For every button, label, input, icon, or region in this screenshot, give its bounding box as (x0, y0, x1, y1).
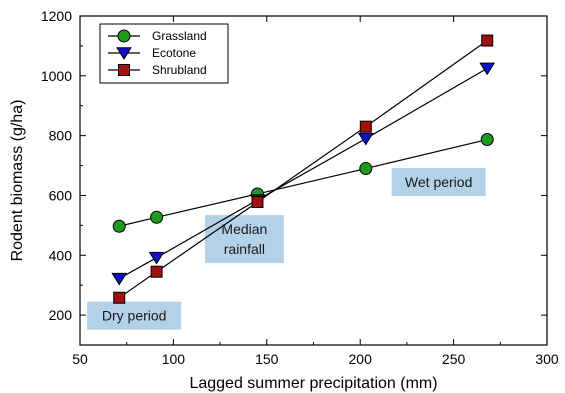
x-axis-title: Lagged summer precipitation (mm) (189, 375, 437, 392)
legend: Grassland Ecotone Shrubland (99, 23, 229, 84)
legend-marker (118, 64, 130, 76)
data-point (480, 133, 494, 147)
data-point (150, 265, 163, 278)
data-point (359, 120, 372, 133)
y-tick-label: 800 (49, 128, 73, 144)
series-shrubland (113, 34, 494, 304)
y-axis-title: Rodent biomass (g/ha) (9, 100, 26, 262)
data-point (251, 196, 264, 209)
annotation-label: Median (221, 221, 267, 237)
data-series (111, 34, 496, 304)
x-tick-label: 150 (255, 351, 279, 367)
data-point (479, 62, 496, 76)
y-tick-label: 600 (49, 187, 73, 203)
x-tick-label: 250 (442, 351, 466, 367)
data-point (359, 162, 373, 176)
data-point (112, 219, 126, 233)
data-point (113, 291, 126, 304)
annotation-box (87, 301, 182, 330)
y-tick-label: 400 (49, 247, 73, 263)
annotation-label: Dry period (102, 308, 167, 324)
x-tick-label: 200 (349, 351, 373, 367)
data-point (357, 132, 374, 146)
y-tick-label: 1200 (41, 8, 72, 24)
legend-label: Grassland (152, 29, 207, 43)
data-point (111, 272, 128, 286)
legend-marker (116, 47, 132, 60)
axes: 50 100 150 200 250 300 200 400 600 800 1000 1200 L… (9, 8, 559, 392)
y-axis-ticks: 200 400 600 800 1000 1200 (41, 8, 547, 323)
y-tick-label: 200 (49, 307, 73, 323)
x-tick-label: 50 (72, 351, 88, 367)
legend-label: Shrubland (152, 63, 207, 77)
x-tick-label: 300 (535, 351, 559, 367)
x-tick-label: 100 (162, 351, 186, 367)
y-tick-label: 1000 (41, 68, 72, 84)
data-point (148, 251, 165, 265)
annotation-label: Wet period (405, 174, 472, 190)
data-point (150, 210, 164, 224)
legend-label: Ecotone (152, 46, 196, 60)
legend-marker (117, 29, 131, 43)
data-point (481, 34, 494, 47)
x-axis-ticks: 50 100 150 200 250 300 (72, 16, 559, 367)
annotation-label: rainfall (224, 241, 265, 257)
annotation-box (391, 167, 486, 196)
annotations: Dry period Median rainfall Wet period (87, 167, 486, 330)
